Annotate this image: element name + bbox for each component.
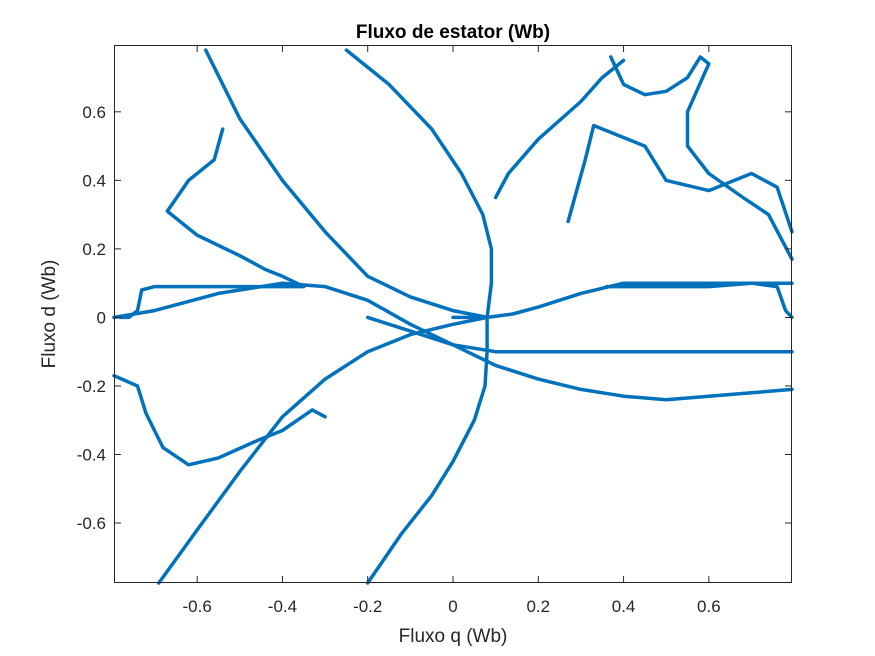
x-tick-label: 0.6 <box>697 597 721 616</box>
x-axis-label: Fluxo q (Wb) <box>399 626 508 647</box>
y-tick-label: 0.4 <box>82 171 106 190</box>
y-tick-label: -0.6 <box>77 514 106 533</box>
series-line-13 <box>609 55 794 261</box>
plot-area <box>114 45 792 583</box>
x-tick-label: -0.4 <box>268 597 297 616</box>
series-line-2 <box>344 48 494 320</box>
y-tick-label: -0.2 <box>77 377 106 396</box>
chart-title: Fluxo de estator (Wb) <box>356 22 550 43</box>
series-line-11 <box>493 58 626 200</box>
y-axis-label: Fluxo d (Wb) <box>39 260 60 369</box>
x-axis-ticks: -0.6 -0.4 -0.2 0 0.2 0.4 0.6 <box>183 45 721 616</box>
series-line-12 <box>604 281 794 320</box>
x-tick-label: -0.2 <box>353 597 382 616</box>
series-line-9 <box>118 127 306 320</box>
series-line-10 <box>566 123 794 234</box>
x-tick-label: 0.4 <box>612 597 636 616</box>
x-tick-label: 0.2 <box>526 597 550 616</box>
series-line-5 <box>203 48 489 320</box>
y-tick-label: -0.4 <box>77 445 106 464</box>
series-line-3 <box>365 315 489 585</box>
y-axis-ticks: -0.6 -0.4 -0.2 0 0.2 0.4 0.6 <box>77 103 792 533</box>
series-line-7 <box>365 315 794 402</box>
y-tick-label: 0.6 <box>82 103 106 122</box>
y-tick-label: 0 <box>97 308 106 327</box>
series-line-4 <box>157 315 489 585</box>
y-tick-label: 0.2 <box>82 240 106 259</box>
series-layer <box>112 48 794 585</box>
series-line-6 <box>112 281 794 354</box>
series-line-8 <box>112 373 327 467</box>
x-tick-label: 0 <box>448 597 457 616</box>
x-tick-label: -0.6 <box>183 597 212 616</box>
